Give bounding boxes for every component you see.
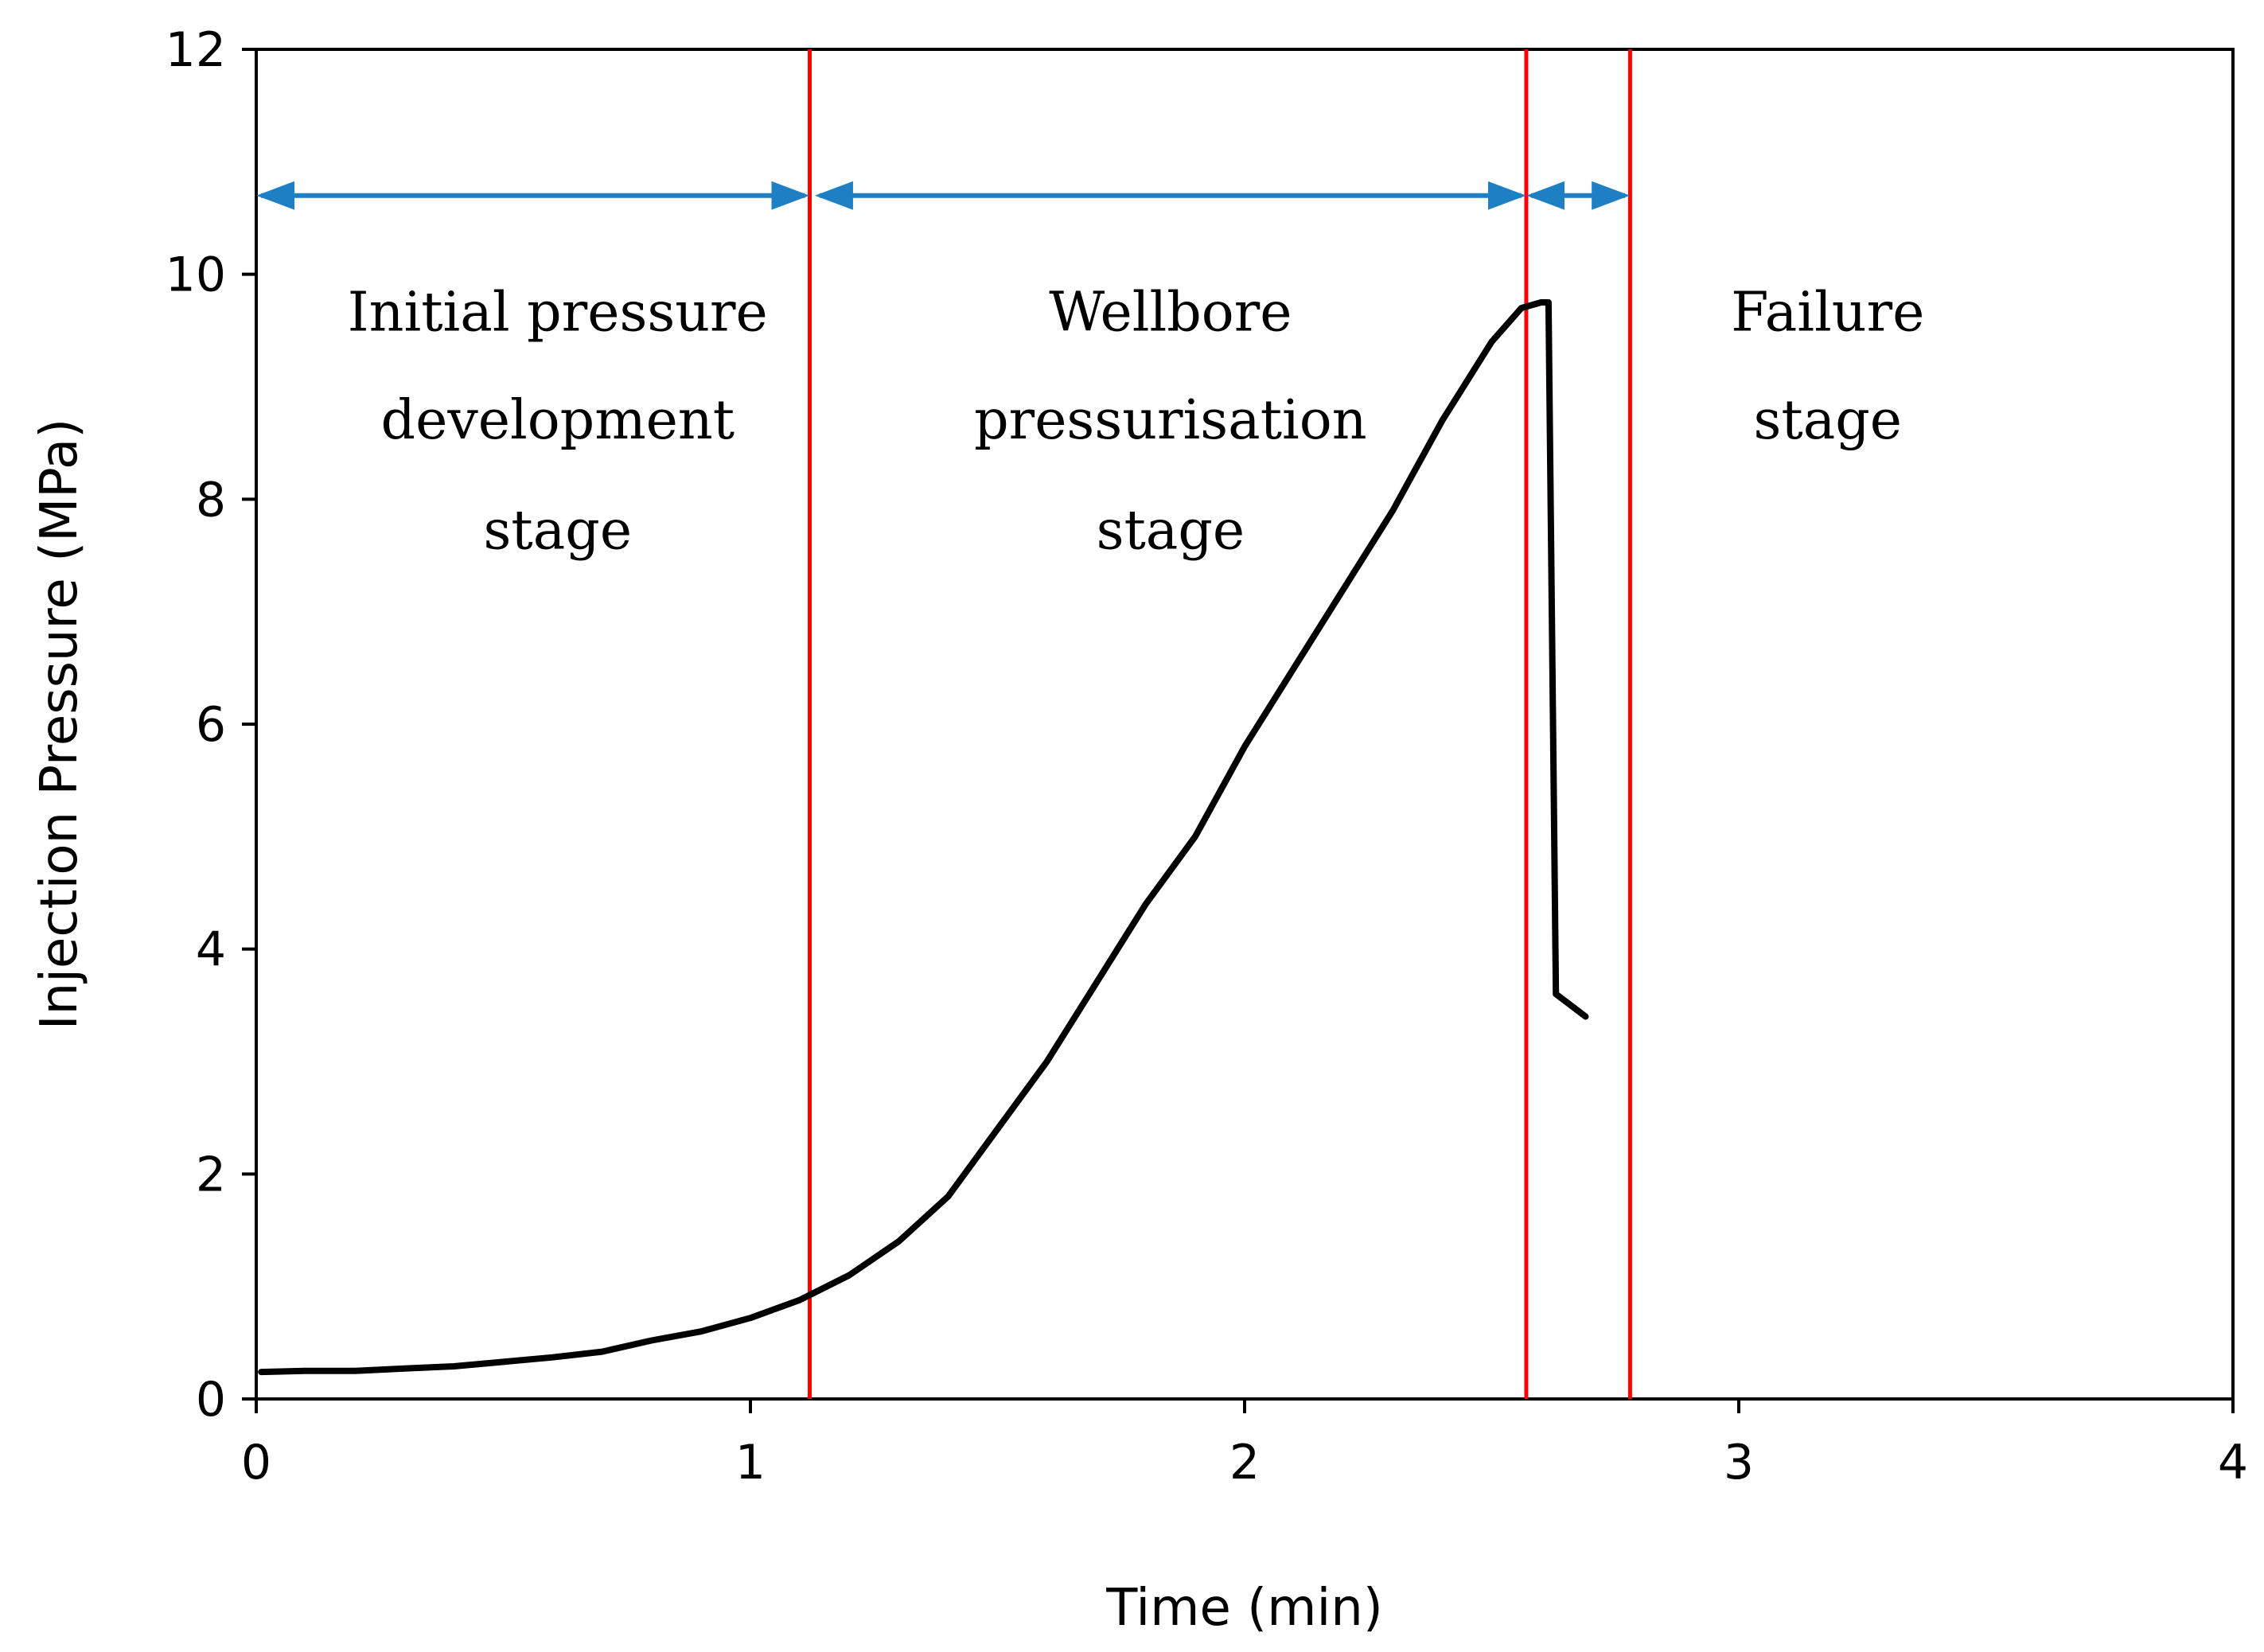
stage-label-failure-line-0: Failure bbox=[1731, 281, 1924, 344]
x-axis-title: Time (min) bbox=[1105, 1579, 1383, 1638]
y-tick-label-3: 6 bbox=[196, 697, 226, 753]
stage-label-failure-line-1: stage bbox=[1754, 389, 1903, 452]
stage-boundary-lines bbox=[808, 49, 1632, 1399]
x-tick-label-3: 3 bbox=[1724, 1435, 1754, 1490]
plot-area bbox=[255, 48, 2235, 1401]
x-tick-label-4: 4 bbox=[2218, 1435, 2248, 1490]
x-tick-label-2: 2 bbox=[1229, 1435, 1260, 1490]
stage-label-wellbore-line-2: stage bbox=[1097, 500, 1245, 563]
stage-label-initial-line-2: stage bbox=[484, 500, 633, 563]
y-tick-label-1: 2 bbox=[196, 1147, 226, 1202]
stage-label-wellbore-line-0: Wellbore bbox=[1049, 281, 1292, 344]
y-tick-label-5: 10 bbox=[166, 247, 226, 303]
y-tick-label-4: 8 bbox=[196, 472, 226, 528]
y-tick-label-2: 4 bbox=[196, 922, 226, 978]
y-tick-label-0: 0 bbox=[196, 1372, 226, 1428]
x-axis-ticks: 0 1 2 3 4 bbox=[241, 1399, 2248, 1490]
y-axis-ticks: 0 2 4 6 8 10 12 bbox=[166, 22, 256, 1428]
stage-label-wellbore-line-1: pressurisation bbox=[974, 389, 1366, 452]
y-axis-title: Injection Pressure (MPa) bbox=[30, 419, 89, 1030]
stage-labels: Initial pressure development stage Wellbore… bbox=[348, 281, 1925, 562]
x-tick-label-1: 1 bbox=[735, 1435, 766, 1490]
stage-label-initial-line-1: development bbox=[381, 389, 735, 452]
series-line-0 bbox=[258, 299, 1589, 1376]
x-tick-label-0: 0 bbox=[241, 1435, 271, 1490]
data-series bbox=[258, 299, 1589, 1376]
y-tick-label-6: 12 bbox=[166, 22, 226, 78]
stage-label-initial-line-0: Initial pressure bbox=[348, 281, 768, 344]
